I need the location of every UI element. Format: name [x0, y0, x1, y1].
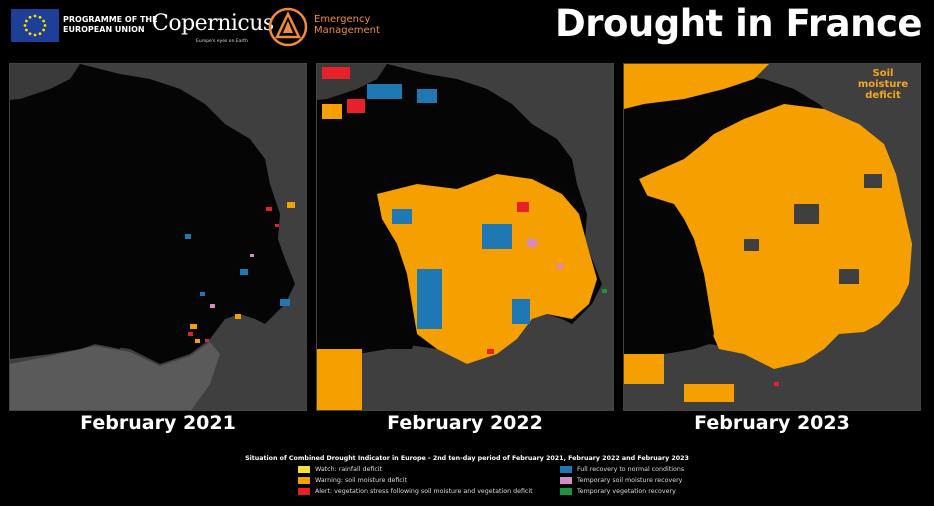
vegetation-recovery-patches-2022 — [602, 289, 607, 293]
legend-swatch — [560, 466, 572, 473]
warning-patches-2023 — [624, 354, 734, 402]
land-mass — [10, 64, 306, 410]
recovery-patches-2022 — [367, 84, 530, 329]
panel-label-2021: February 2021 — [80, 412, 236, 434]
land-mass — [317, 64, 613, 410]
copernicus-tagline: Europe's eyes on Earth — [196, 39, 248, 44]
header: PROGRAMME OF THE EUROPEAN UNION Copernic… — [0, 0, 934, 56]
france-west-coast — [317, 64, 417, 359]
uk-coast — [10, 64, 80, 100]
copernicus-brand: Copernicus — [152, 11, 274, 36]
legend-title: Situation of Combined Drought Indicator … — [245, 455, 689, 462]
map-2021 — [10, 64, 306, 410]
panel-label-2023: February 2023 — [694, 412, 850, 434]
emergency-management-icon — [268, 7, 308, 47]
legend-swatch — [560, 488, 572, 495]
alert-patches-2023 — [774, 382, 779, 386]
emergency-management-text: Emergency Management — [314, 14, 380, 36]
map-2022 — [317, 64, 613, 410]
legend-label: Watch: rainfall deficit — [315, 466, 383, 473]
eu-flag-icon — [11, 9, 59, 42]
panel-label-2022: February 2022 — [387, 412, 543, 434]
soil-recovery-patches-2021 — [210, 254, 254, 308]
alert-patches-2021 — [188, 207, 279, 342]
france-west-coast — [624, 102, 714, 359]
legend-label: Alert: vegetation stress following soil … — [315, 488, 533, 495]
legend-swatch — [298, 466, 310, 473]
page-title: Drought in France — [554, 2, 923, 45]
eu-programme-text: PROGRAMME OF THE EUROPEAN UNION — [63, 15, 158, 34]
recovery-patches-2021 — [185, 234, 290, 306]
legend-label: Warning: soil moisture deficit — [315, 477, 407, 484]
france-west-coast — [10, 64, 125, 359]
legend-swatch — [560, 477, 572, 484]
warning-patches-2022 — [317, 104, 362, 410]
map-panel-2023: Soil moisture deficit — [623, 63, 921, 411]
soil-recovery-patches-2022 — [527, 239, 563, 269]
legend-label: Temporary vegetation recovery — [577, 488, 676, 495]
alert-patches-2022 — [322, 67, 529, 354]
soil-moisture-deficit-annotation: Soil moisture deficit — [857, 68, 909, 101]
map-panel-2022 — [316, 63, 614, 411]
warning-patches-2021 — [190, 202, 295, 343]
map-2023 — [624, 64, 920, 410]
legend-label: Full recovery to normal conditions — [577, 466, 685, 473]
non-drought-patches-2023 — [744, 174, 882, 284]
legend-swatch — [298, 488, 310, 495]
legend-label: Temporary soil moisture recovery — [577, 477, 683, 484]
legend-swatch — [298, 477, 310, 484]
copernicus-logo: Copernicus Europe's eyes on Earth — [152, 11, 274, 47]
uk-drought — [624, 64, 769, 109]
map-panel-2021 — [9, 63, 307, 411]
spain — [10, 342, 220, 410]
